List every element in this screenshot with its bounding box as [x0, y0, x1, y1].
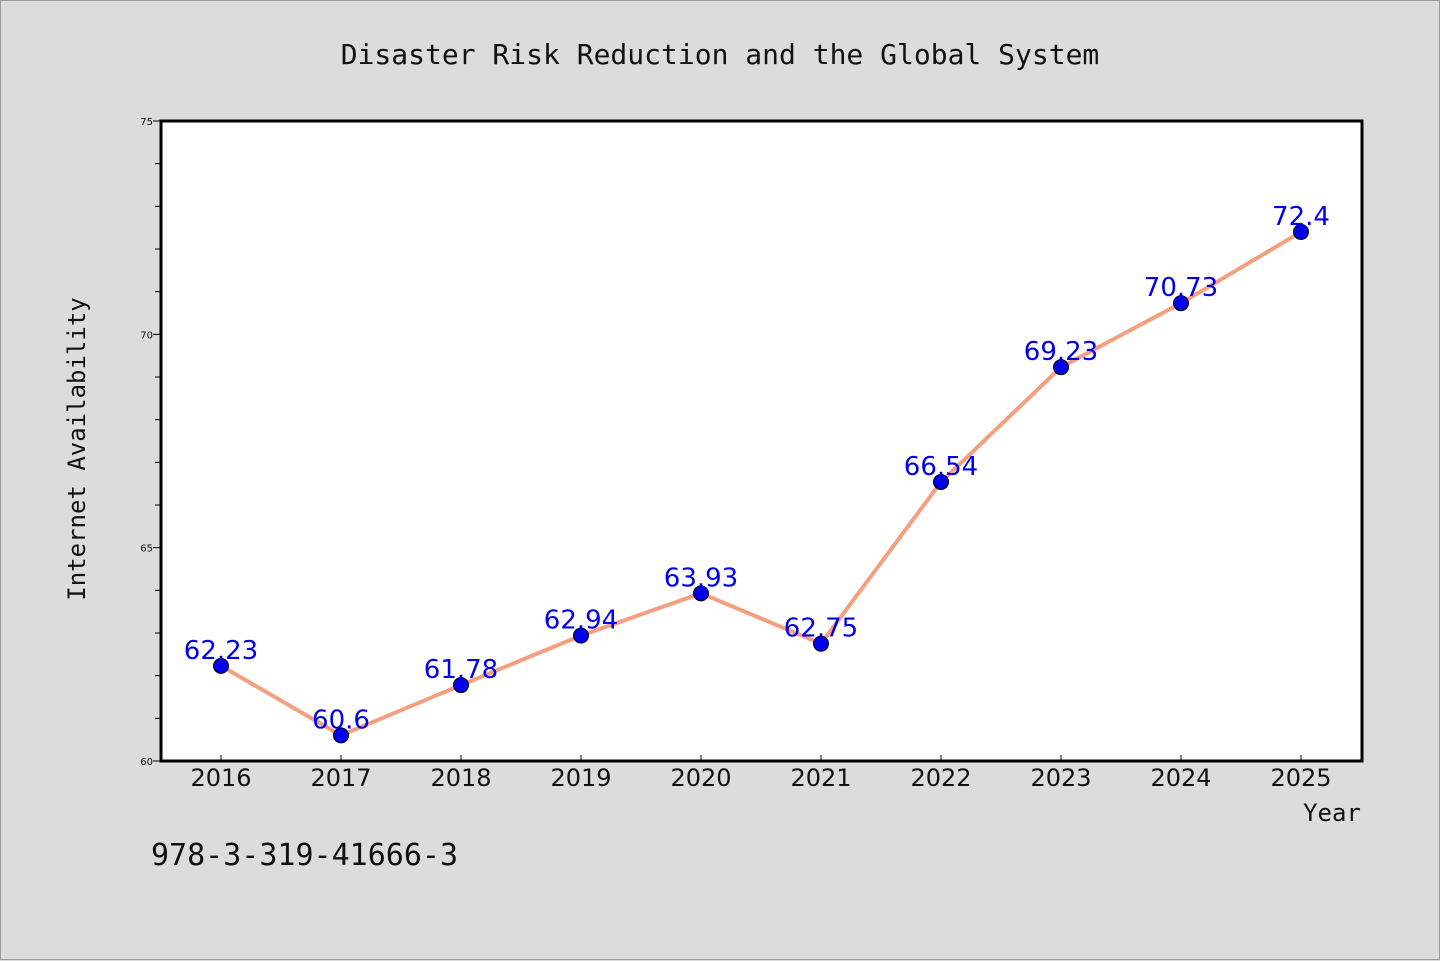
data-point: [693, 585, 709, 602]
data-point: [933, 473, 949, 490]
data-point: [453, 677, 469, 694]
data-label: 69.23: [1024, 337, 1098, 367]
y-axis-ticks: 60 65 70 75: [140, 117, 161, 768]
chart-title: Disaster Risk Reduction and the Global S…: [341, 38, 1100, 71]
x-axis-label: Year: [1303, 799, 1361, 827]
y-axis-label: Internet Availability: [63, 297, 91, 600]
data-label: 60.6: [312, 705, 370, 735]
x-tick-label: 2017: [310, 764, 371, 792]
data-point: [213, 657, 229, 674]
data-label: 70.73: [1144, 273, 1218, 303]
x-tick-label: 2018: [430, 764, 491, 792]
data-point: [333, 727, 349, 744]
x-tick-label: 2021: [790, 764, 851, 792]
x-tick-label: 2020: [670, 764, 731, 792]
data-label: 63.93: [664, 563, 738, 593]
x-tick-label: 2022: [910, 764, 971, 792]
isbn-footnote: 978-3-319-41666-3: [151, 838, 458, 873]
data-label: 72.4: [1272, 202, 1330, 232]
data-point: [1293, 223, 1309, 240]
data-label: 66.54: [904, 452, 978, 482]
x-tick-label: 2023: [1030, 764, 1091, 792]
x-tick-label: 2024: [1150, 764, 1211, 792]
data-point: [573, 627, 589, 644]
data-point: [1053, 359, 1069, 376]
y-tick-label: 65: [140, 544, 153, 555]
data-label: 62.94: [544, 606, 618, 636]
data-labels: 62.23 60.6 61.78 62.94 63.93 62.75 66.54 69.23 7…: [184, 202, 1330, 735]
series: [213, 223, 1309, 744]
x-tick-label: 2025: [1270, 764, 1331, 792]
data-point: [813, 635, 829, 652]
plot-border: [159, 119, 1364, 763]
x-axis-ticks: 2016 2017 2018 2019 2020 2021 2022 2023 2024 2025: [190, 755, 1332, 792]
y-tick-label: 75: [140, 117, 153, 128]
data-label: 62.75: [784, 614, 858, 644]
y-tick-label: 70: [140, 330, 153, 341]
y-tick-label: 60: [140, 757, 153, 768]
series-line: [219, 230, 1303, 738]
x-tick-label: 2016: [190, 764, 251, 792]
data-label: 62.23: [184, 636, 258, 666]
x-tick-label: 2019: [550, 764, 611, 792]
data-point: [1173, 295, 1189, 312]
data-label: 61.78: [424, 655, 498, 685]
plot-area: [161, 121, 1362, 761]
